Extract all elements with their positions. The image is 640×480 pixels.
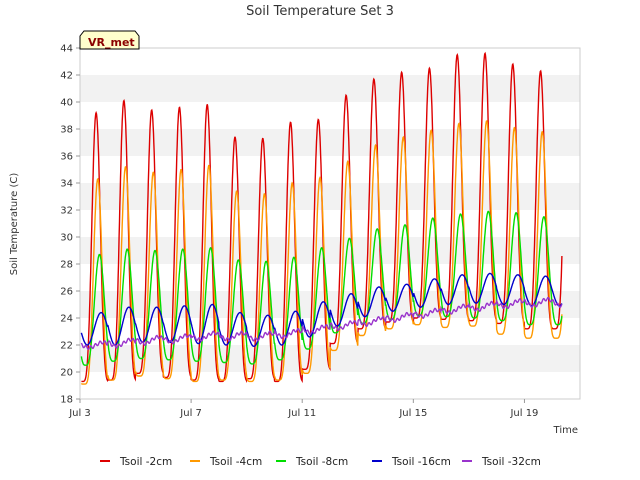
y-axis-title: Soil Temperature (C) — [9, 173, 20, 276]
station-label: VR_met — [88, 36, 135, 49]
y-tick-label: 26 — [60, 287, 73, 298]
y-axis-ticks: 18 20 22 24 26 28 30 32 34 36 38 40 42 44 — [60, 44, 80, 406]
legend-label: Tsoil -2cm — [119, 456, 172, 468]
y-tick-label: 42 — [60, 71, 73, 82]
legend-label: Tsoil -16cm — [391, 456, 451, 468]
series-line — [80, 210, 563, 366]
legend-label: Tsoil -8cm — [295, 456, 348, 468]
legend: Tsoil -2cm Tsoil -4cm Tsoil -8cm Tsoil -16c… — [100, 456, 541, 468]
grid-band — [80, 237, 580, 264]
y-tick-label: 18 — [60, 395, 73, 406]
y-tick-label: 32 — [60, 206, 73, 217]
x-tick-label: Jul 11 — [287, 408, 316, 419]
grid-band — [80, 75, 580, 102]
station-label-background — [79, 30, 140, 50]
chart-title: Soil Temperature Set 3 — [246, 4, 394, 19]
y-tick-label: 30 — [60, 233, 73, 244]
station-label-box: VR_met — [79, 30, 140, 50]
plot-area-border — [79, 47, 581, 400]
y-tick-label: 20 — [60, 368, 73, 379]
y-tick-label: 38 — [60, 125, 73, 136]
y-tick-label: 36 — [60, 152, 73, 163]
y-tick-label: 40 — [60, 98, 73, 109]
y-tick-label: 24 — [60, 314, 73, 325]
series-line — [80, 272, 563, 347]
grid-band — [80, 129, 580, 156]
legend-label: Tsoil -32cm — [481, 456, 541, 468]
y-tick-label: 34 — [60, 179, 73, 190]
legend-label: Tsoil -4cm — [209, 456, 262, 468]
x-tick-label: Jul 19 — [509, 408, 538, 419]
x-axis-title: Time — [553, 425, 578, 436]
y-tick-label: 22 — [60, 341, 73, 352]
y-tick-label: 28 — [60, 260, 73, 271]
series-lines — [80, 51, 563, 385]
grid-band — [80, 183, 580, 210]
x-tick-label: Jul 3 — [68, 408, 91, 419]
series-line — [80, 119, 563, 385]
y-tick-label: 44 — [60, 44, 73, 55]
x-tick-label: Jul 7 — [179, 408, 202, 419]
x-axis-ticks: Jul 3 Jul 7 Jul 11 Jul 15 Jul 19 — [68, 399, 538, 419]
series-line — [80, 296, 563, 351]
x-tick-label: Jul 15 — [398, 408, 427, 419]
